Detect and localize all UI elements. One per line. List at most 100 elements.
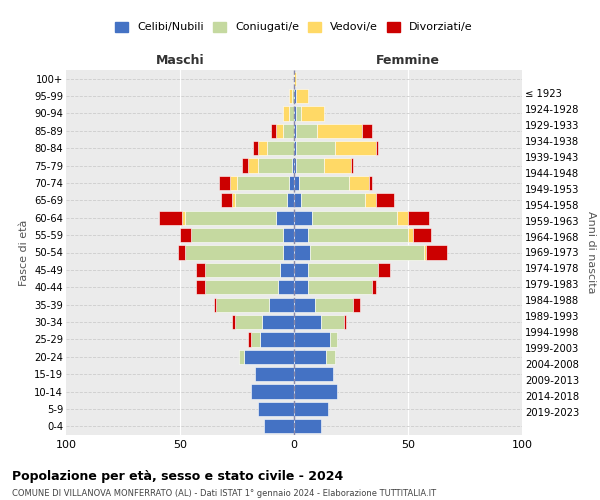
Legend: Celibi/Nubili, Coniugati/e, Vedovi/e, Divorziati/e: Celibi/Nubili, Coniugati/e, Vedovi/e, Di…	[111, 17, 477, 37]
Bar	[312, 210, 397, 225]
Bar	[265, 419, 294, 434]
Bar	[296, 141, 335, 156]
Bar	[376, 193, 394, 208]
Bar	[271, 124, 276, 138]
Bar	[257, 141, 266, 156]
Bar	[248, 332, 251, 346]
Bar	[317, 124, 362, 138]
Bar	[371, 280, 376, 294]
Bar	[331, 332, 337, 346]
Bar	[362, 124, 371, 138]
Bar	[255, 367, 294, 382]
Bar	[160, 210, 182, 225]
Bar	[294, 298, 314, 312]
Bar	[289, 106, 294, 120]
Bar	[294, 124, 296, 138]
Bar	[185, 246, 283, 260]
Bar	[294, 419, 322, 434]
Bar	[289, 176, 294, 190]
Bar	[365, 193, 376, 208]
Bar	[294, 89, 296, 103]
Bar	[276, 210, 294, 225]
Bar	[221, 193, 232, 208]
Bar	[335, 141, 376, 156]
Bar	[296, 124, 317, 138]
Bar	[294, 158, 296, 172]
Bar	[294, 72, 296, 86]
Bar	[230, 176, 237, 190]
Text: COMUNE DI VILLANOVA MONFERRATO (AL) - Dati ISTAT 1° gennaio 2024 - Elaborazione : COMUNE DI VILLANOVA MONFERRATO (AL) - Da…	[12, 489, 436, 498]
Bar	[310, 246, 424, 260]
Bar	[251, 332, 260, 346]
Bar	[349, 176, 369, 190]
Bar	[379, 263, 390, 277]
Bar	[326, 350, 335, 364]
Bar	[214, 298, 217, 312]
Bar	[376, 141, 379, 156]
Bar	[314, 298, 353, 312]
Bar	[244, 350, 294, 364]
Bar	[294, 193, 301, 208]
Bar	[283, 106, 289, 120]
Bar	[294, 384, 337, 398]
Bar	[185, 210, 276, 225]
Bar	[280, 263, 294, 277]
Bar	[292, 158, 294, 172]
Bar	[196, 280, 205, 294]
Bar	[344, 315, 346, 329]
Bar	[294, 402, 328, 416]
Bar	[408, 210, 428, 225]
Bar	[251, 384, 294, 398]
Bar	[278, 280, 294, 294]
Bar	[232, 193, 235, 208]
Bar	[294, 246, 310, 260]
Bar	[235, 193, 287, 208]
Bar	[292, 89, 294, 103]
Bar	[205, 263, 280, 277]
Bar	[294, 315, 322, 329]
Bar	[308, 263, 379, 277]
Bar	[369, 176, 371, 190]
Bar	[260, 332, 294, 346]
Bar	[301, 193, 365, 208]
Bar	[287, 193, 294, 208]
Bar	[239, 350, 244, 364]
Bar	[283, 228, 294, 242]
Bar	[253, 141, 257, 156]
Bar	[217, 298, 269, 312]
Bar	[232, 315, 235, 329]
Bar	[408, 228, 413, 242]
Bar	[289, 89, 292, 103]
Bar	[283, 246, 294, 260]
Bar	[294, 367, 333, 382]
Bar	[294, 141, 296, 156]
Bar	[299, 176, 349, 190]
Bar	[353, 298, 360, 312]
Bar	[257, 158, 292, 172]
Bar	[182, 210, 185, 225]
Bar	[294, 228, 308, 242]
Bar	[262, 315, 294, 329]
Bar	[308, 228, 408, 242]
Bar	[180, 228, 191, 242]
Bar	[296, 89, 308, 103]
Bar	[196, 263, 205, 277]
Bar	[426, 246, 447, 260]
Bar	[397, 210, 408, 225]
Bar	[237, 176, 289, 190]
Bar	[294, 350, 326, 364]
Text: Maschi: Maschi	[155, 54, 205, 66]
Text: Popolazione per età, sesso e stato civile - 2024: Popolazione per età, sesso e stato civil…	[12, 470, 343, 483]
Text: Femmine: Femmine	[376, 54, 440, 66]
Bar	[301, 106, 323, 120]
Bar	[266, 141, 294, 156]
Bar	[294, 332, 331, 346]
Y-axis label: Anni di nascita: Anni di nascita	[586, 211, 596, 294]
Bar	[322, 315, 344, 329]
Bar	[294, 280, 308, 294]
Bar	[242, 158, 248, 172]
Bar	[178, 246, 185, 260]
Bar	[248, 158, 257, 172]
Bar	[269, 298, 294, 312]
Bar	[294, 106, 296, 120]
